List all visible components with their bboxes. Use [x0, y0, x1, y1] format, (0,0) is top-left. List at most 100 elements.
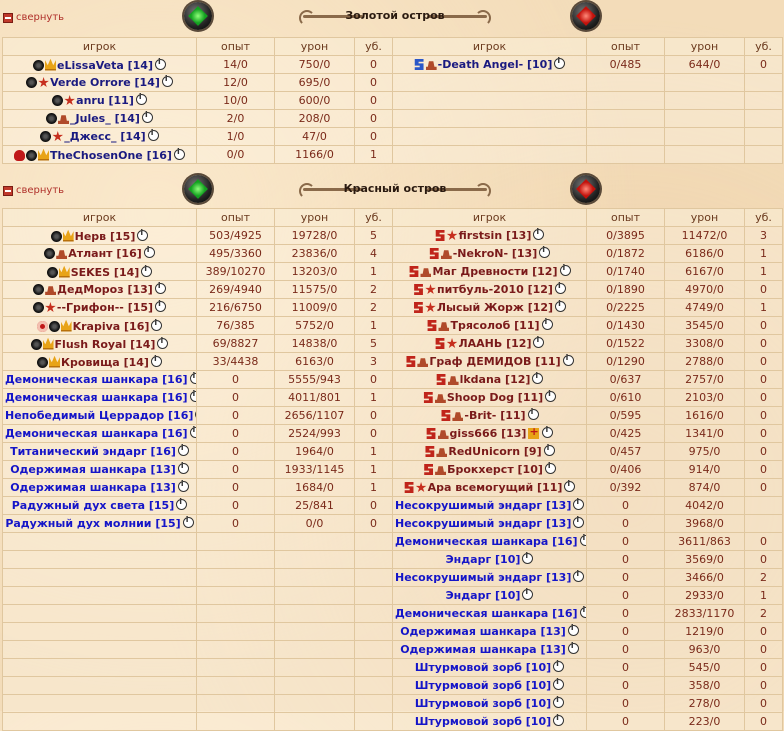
player-name[interactable]: Flush Royal [54, 337, 131, 351]
info-icon[interactable] [182, 516, 194, 528]
info-icon[interactable] [555, 300, 567, 312]
info-icon[interactable] [154, 282, 166, 294]
info-icon[interactable] [573, 516, 585, 528]
player-name[interactable]: lkdana [459, 373, 506, 386]
info-icon[interactable] [527, 408, 539, 420]
info-icon[interactable] [564, 480, 576, 492]
info-icon[interactable] [177, 480, 189, 492]
info-icon[interactable] [177, 444, 189, 456]
collapse-toggle[interactable]: свернуть [3, 12, 64, 23]
info-icon[interactable] [135, 93, 147, 105]
player-name[interactable]: --Грифон-- [56, 301, 128, 314]
info-icon[interactable] [189, 426, 196, 438]
info-icon[interactable] [155, 300, 167, 312]
player-name[interactable]: Verde Orrore [50, 76, 135, 89]
info-icon[interactable] [173, 147, 185, 160]
player-name[interactable]: Штурмовой зорб [414, 661, 526, 674]
player-name[interactable]: Брокхерст [447, 463, 518, 476]
player-name[interactable]: Непобедимый Церрадор [5, 409, 169, 422]
info-icon[interactable] [567, 642, 579, 654]
player-name[interactable]: _Jules_ [70, 112, 115, 125]
info-icon[interactable] [533, 336, 545, 348]
player-name[interactable]: -Death Angel- [437, 58, 527, 71]
info-icon[interactable] [143, 246, 155, 258]
player-name[interactable]: Krapiva [72, 319, 125, 333]
info-icon[interactable] [553, 696, 565, 708]
player-name[interactable]: Несокрушимый эндарг [395, 499, 546, 512]
player-name[interactable]: RedUnicorn [448, 445, 524, 458]
info-icon[interactable] [137, 228, 149, 241]
info-icon[interactable] [553, 714, 565, 726]
info-icon[interactable] [189, 390, 196, 402]
player-name[interactable]: giss666 [449, 427, 502, 440]
player-name[interactable]: _Джесс_ [64, 130, 121, 143]
player-name[interactable]: Титанический эндарг [10, 445, 151, 458]
player-name[interactable]: ДедМороз [57, 283, 128, 296]
info-icon[interactable] [554, 57, 566, 69]
player-name[interactable]: Нерв [74, 229, 110, 243]
player-name[interactable]: Граф ДЕМИДОВ [429, 355, 536, 368]
player-name[interactable]: Штурмовой зорб [414, 679, 526, 692]
player-name[interactable]: -Brit- [464, 409, 501, 422]
player-name[interactable]: Эндарг [445, 589, 496, 602]
player-name[interactable]: Радужный дух света [11, 499, 149, 512]
player-name[interactable]: Лысый Жорж [436, 301, 528, 314]
player-name[interactable]: Одержимая шанкара [10, 481, 151, 494]
player-name[interactable]: Одержимая шанкара [400, 643, 541, 656]
info-icon[interactable] [177, 462, 189, 474]
info-icon[interactable] [554, 282, 566, 294]
info-icon[interactable] [141, 264, 153, 277]
player-name[interactable]: Радужный дух молнии [5, 517, 156, 530]
player-name[interactable]: Штурмовой зорб [414, 697, 526, 710]
player-name[interactable]: Демоническая шанкара [5, 391, 163, 404]
info-icon[interactable] [573, 498, 585, 510]
info-icon[interactable] [562, 354, 574, 366]
info-icon[interactable] [579, 606, 586, 618]
info-icon[interactable] [545, 390, 557, 402]
collapse-label[interactable]: свернуть [16, 185, 65, 196]
player-name[interactable]: Одержимая шанкара [10, 463, 151, 476]
player-name[interactable]: TheChosenOne [50, 148, 147, 162]
info-icon[interactable] [542, 426, 554, 438]
player-name[interactable]: Штурмовой зорб [414, 715, 526, 728]
info-icon[interactable] [543, 444, 555, 456]
info-icon[interactable] [176, 498, 188, 510]
player-name[interactable]: питбуль-2010 [437, 283, 528, 296]
player-name[interactable]: Ара всемогущий [427, 481, 538, 494]
player-name[interactable]: Эндарг [445, 553, 496, 566]
info-icon[interactable] [567, 624, 579, 636]
player-name[interactable]: Демоническая шанкара [395, 535, 553, 548]
info-icon[interactable] [539, 246, 551, 258]
player-name[interactable]: -NekroN- [452, 247, 512, 260]
info-icon[interactable] [161, 75, 173, 87]
player-name[interactable]: ЛААНЬ [458, 337, 507, 350]
player-name[interactable]: Демоническая шанкара [5, 427, 163, 440]
info-icon[interactable] [522, 588, 534, 600]
player-name[interactable]: Демоническая шанкара [5, 373, 163, 386]
info-icon[interactable] [522, 552, 534, 564]
player-name[interactable]: Атлант [68, 247, 117, 260]
info-icon[interactable] [141, 111, 153, 123]
info-icon[interactable] [189, 372, 196, 384]
player-name[interactable]: Несокрушимый эндарг [395, 517, 546, 530]
player-name[interactable]: Кровища [61, 355, 124, 369]
player-name[interactable]: Несокрушимый эндарг [395, 571, 546, 584]
info-icon[interactable] [541, 318, 553, 330]
player-name[interactable]: Маг Древности [432, 265, 533, 278]
info-icon[interactable] [157, 336, 169, 349]
info-icon[interactable] [532, 372, 544, 384]
player-name[interactable]: Shoop Dog [446, 391, 518, 404]
player-name[interactable]: SEKES [70, 265, 114, 279]
collapse-label[interactable]: свернуть [16, 12, 65, 23]
info-icon[interactable] [573, 570, 585, 582]
player-name[interactable]: Одержимая шанкара [400, 625, 541, 638]
info-icon[interactable] [559, 264, 571, 276]
player-name[interactable]: anru [76, 94, 109, 107]
info-icon[interactable] [579, 534, 586, 546]
collapse-toggle[interactable]: свернуть [3, 185, 64, 196]
info-icon[interactable] [553, 678, 565, 690]
info-icon[interactable] [533, 228, 545, 240]
info-icon[interactable] [553, 660, 565, 672]
player-name[interactable]: Трясолоб [450, 319, 515, 332]
player-name[interactable]: firstsin [458, 229, 506, 242]
